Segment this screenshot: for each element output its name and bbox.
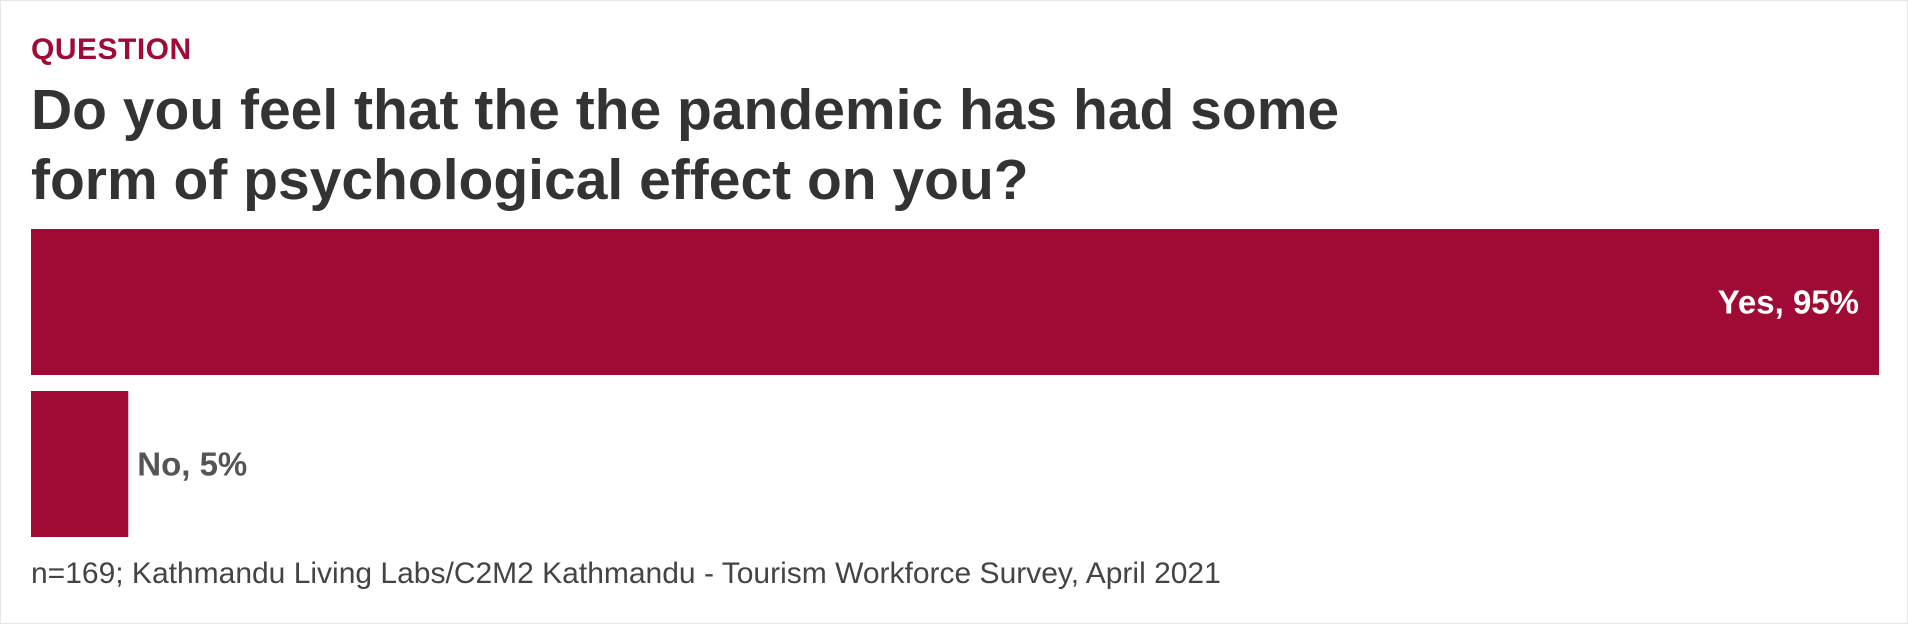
chart-title: Do you feel that the the pandemic has ha… xyxy=(31,78,1340,212)
bar-label-no: No, 5% xyxy=(137,446,247,483)
bar-yes xyxy=(31,229,1879,375)
question-eyebrow: QUESTION xyxy=(31,33,192,66)
bar-label-yes: Yes, 95% xyxy=(1718,284,1859,321)
bar-no xyxy=(31,391,129,537)
source-note: n=169; Kathmandu Living Labs/C2M2 Kathma… xyxy=(31,557,1221,590)
